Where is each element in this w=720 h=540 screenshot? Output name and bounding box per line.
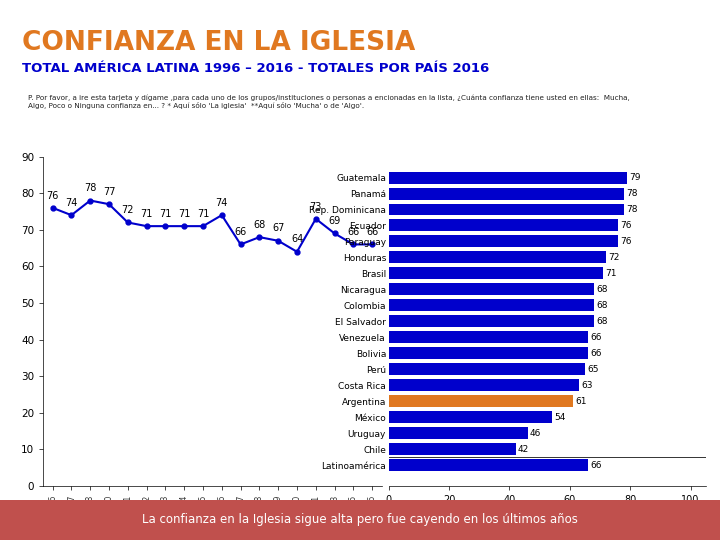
Text: 66: 66: [590, 349, 602, 357]
Text: 66: 66: [590, 461, 602, 470]
Text: 65: 65: [588, 364, 599, 374]
Text: 79: 79: [629, 173, 641, 182]
Bar: [389, 299, 594, 312]
Text: 78: 78: [626, 189, 638, 198]
Text: 76: 76: [621, 237, 632, 246]
Text: 68: 68: [596, 285, 608, 294]
Text: P. Por favor, a ire esta tarjeta y dígame ,para cada uno de los grupos/instituci: P. Por favor, a ire esta tarjeta y dígam…: [29, 94, 630, 109]
Text: 74: 74: [215, 198, 228, 208]
Text: 68: 68: [596, 317, 608, 326]
Text: 71: 71: [178, 209, 190, 219]
Bar: [389, 395, 573, 407]
Text: 66: 66: [590, 333, 602, 342]
Text: 42: 42: [518, 444, 529, 454]
Bar: [389, 204, 624, 215]
Text: 72: 72: [608, 253, 620, 262]
Bar: [389, 459, 588, 471]
Bar: [389, 267, 603, 279]
Text: 71: 71: [140, 209, 153, 219]
Bar: [389, 172, 627, 184]
Text: TOTAL AMÉRICA LATINA 1996 – 2016 - TOTALES POR PAÍS 2016: TOTAL AMÉRICA LATINA 1996 – 2016 - TOTAL…: [22, 62, 489, 75]
Text: 71: 71: [159, 209, 171, 219]
Text: 68: 68: [596, 301, 608, 310]
Text: 77: 77: [103, 187, 115, 197]
Text: 74: 74: [66, 198, 78, 208]
Bar: [389, 284, 594, 295]
Text: 68: 68: [253, 220, 266, 230]
Text: 54: 54: [554, 413, 565, 422]
Text: 76: 76: [621, 221, 632, 230]
Bar: [389, 379, 579, 391]
Text: 61: 61: [575, 397, 587, 406]
Text: 64: 64: [291, 234, 303, 245]
Text: 66: 66: [366, 227, 378, 237]
Text: 78: 78: [84, 183, 96, 193]
Text: 66: 66: [235, 227, 247, 237]
Bar: [389, 315, 594, 327]
Text: 78: 78: [626, 205, 638, 214]
Text: 71: 71: [606, 269, 617, 278]
Text: 69: 69: [328, 216, 341, 226]
Bar: [389, 252, 606, 264]
Text: 71: 71: [197, 209, 210, 219]
Text: CONFIANZA EN LA IGLESIA: CONFIANZA EN LA IGLESIA: [22, 30, 415, 56]
Bar: [389, 363, 585, 375]
Text: 67: 67: [272, 224, 284, 233]
Bar: [389, 347, 588, 359]
Text: 66: 66: [347, 227, 359, 237]
Bar: [389, 411, 552, 423]
Bar: [389, 235, 618, 247]
Bar: [389, 427, 528, 439]
Bar: [389, 443, 516, 455]
Text: La confianza en la Iglesia sigue alta pero fue cayendo en los últimos años: La confianza en la Iglesia sigue alta pe…: [142, 513, 578, 526]
Text: 76: 76: [46, 191, 59, 200]
Text: 72: 72: [122, 205, 134, 215]
Text: 73: 73: [310, 201, 322, 212]
Bar: [389, 219, 618, 232]
Text: 46: 46: [530, 429, 541, 437]
Text: 63: 63: [581, 381, 593, 390]
Bar: [389, 187, 624, 199]
Bar: [389, 331, 588, 343]
